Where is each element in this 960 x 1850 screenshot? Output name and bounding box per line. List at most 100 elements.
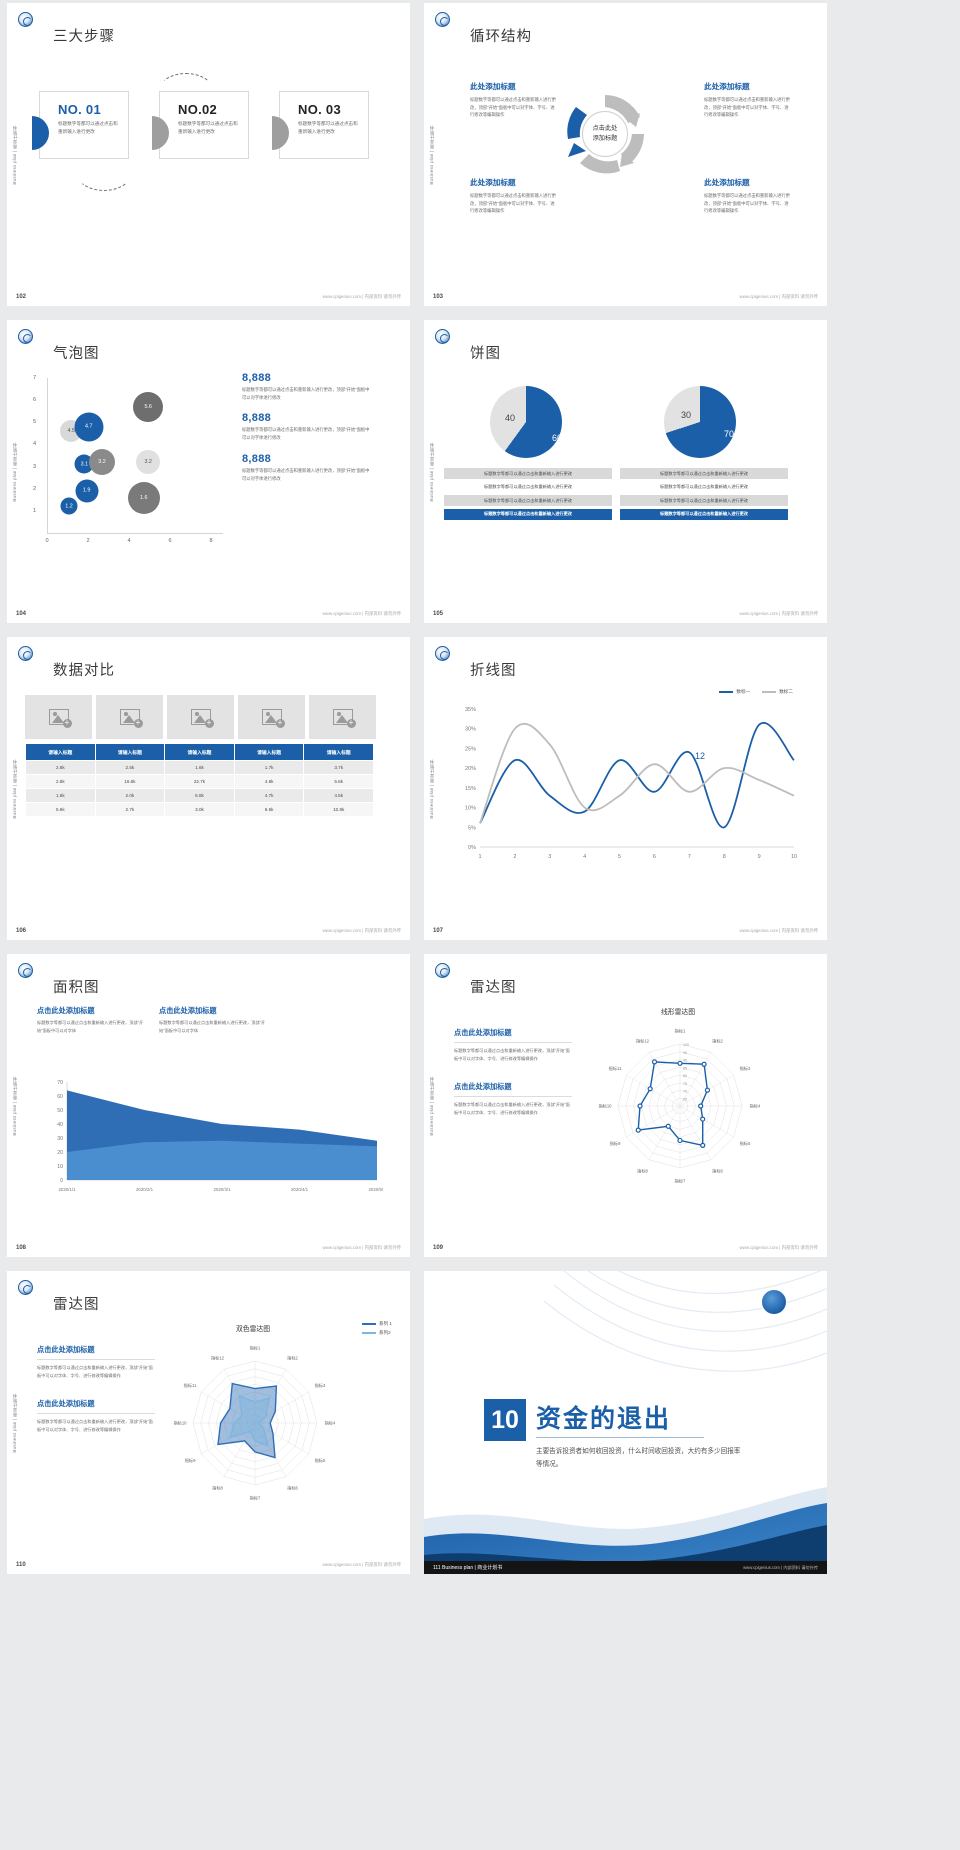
chart-label: 0 [60, 1178, 63, 1184]
slide-102[interactable]: Business plan | 商业计划书 三大步骤 NO. 01 标题数字等都… [7, 3, 410, 306]
image-placeholder-row: + + + + + [25, 695, 376, 739]
stat-1[interactable]: 8,888 标题数字等都可以通过点击和重新输入进行更改，顶部“开始”面板中可以对… [242, 372, 372, 401]
pie-2-legend-list: 标题数字等都可以通过点击和重新输入进行更改 标题数字等都可以通过点击和重新输入进… [620, 468, 788, 522]
cycle-block-4[interactable]: 此处添加标题 标题数字等都可以通过点击和重新输入进行更改，顶部“开始”面板中可以… [704, 177, 790, 215]
chart-label: 20% [465, 766, 476, 772]
y-axis [47, 378, 48, 533]
chart-label: 2020/4/1 [291, 1187, 309, 1192]
block-text: 标题数字等都可以通过点击和重新输入进行更改，顶部“开始”面板中可以对字体、字号、… [704, 97, 790, 118]
area-heading-2[interactable]: 点击此处添加标题 标题数字等都可以通过点击和重新输入进行更改，顶部“开始”面板中… [159, 1006, 271, 1034]
side-label: Business plan | 商业计划书 [12, 1392, 17, 1453]
footer-left: 111 Business plan | 商业计划书 [433, 1565, 503, 1571]
side-label: Business plan | 商业计划书 [429, 124, 434, 185]
slide-106[interactable]: Business plan | 商业计划书 数据对比 + + + + + 请输入… [7, 637, 410, 940]
table-cell: 2.0k [94, 788, 166, 803]
slide-105[interactable]: Business plan | 商业计划书 饼图 60 40 70 30 标题数… [424, 320, 827, 623]
image-add-icon: + [48, 709, 72, 728]
image-placeholder[interactable]: + [309, 695, 376, 739]
pie-1-legend-list: 标题数字等都可以通过点击和重新输入进行更改 标题数字等都可以通过点击和重新输入进… [444, 468, 612, 522]
radar-data-point [677, 1137, 683, 1144]
heading-body: 标题数字等都可以通过点击和重新输入进行更改，顶部“开始”面板中可以对字体 [37, 1020, 144, 1033]
legend-item-1[interactable]: 系列 1 [361, 1321, 392, 1327]
cycle-center-label[interactable]: 点击此处 添加标题 [582, 111, 628, 157]
side-label: Business plan | 商业计划书 [429, 1075, 434, 1136]
legend-item-2[interactable]: 数标二 [762, 689, 793, 695]
radar-category-label: 指标9 [610, 1140, 621, 1147]
legend-row[interactable]: 标题数字等都可以通过点击和重新输入进行更改 [620, 468, 788, 479]
slide-111[interactable]: 10 资金的退出 主要告诉投资者如何收回投资，什么时间收回投资，大约有多少回报率… [424, 1271, 827, 1574]
step-card-3[interactable]: NO. 03 标题数字等都可以通过点击和重新输入进行更改 [272, 91, 369, 159]
radar-ring-label: 95 [683, 1051, 687, 1055]
chart-label: 2020/1/1 [58, 1187, 76, 1192]
radar-series-系列 1 [217, 1382, 278, 1459]
footer-note: www.cpigenius.com | 内部资料 请勿外传 [739, 294, 818, 299]
legend-item-1[interactable]: 数标一 [719, 689, 750, 695]
cycle-block-3[interactable]: 此处添加标题 标题数字等都可以通过点击和重新输入进行更改，顶部“开始”面板中可以… [470, 177, 556, 215]
chart-label: 6 [653, 854, 656, 860]
slide-108[interactable]: Business plan | 商业计划书 面积图 点击此处添加标题 标题数字等… [7, 954, 410, 1257]
radar-category-label: 指标8 [212, 1484, 223, 1491]
legend-row[interactable]: 标题数字等都可以通过点击和重新输入进行更改 [620, 495, 788, 506]
legend-row[interactable]: 标题数字等都可以通过点击和重新输入进行更改 [484, 484, 572, 489]
stat-3[interactable]: 8,888 标题数字等都可以通过点击和重新输入进行更改，顶部“开始”面板中可以对… [242, 453, 372, 482]
chart-label: 2020/3/1 [213, 1187, 231, 1192]
table-cell: 4.7k [233, 788, 305, 803]
table-cell: 16.8k [94, 774, 166, 789]
legend-row[interactable]: 标题数字等都可以通过点击和重新输入进行更改 [620, 508, 788, 520]
radar-ring-label: 65 [683, 1097, 687, 1101]
heading-text[interactable]: 点击此处添加标题 [37, 1399, 155, 1415]
radar-axis [201, 1391, 256, 1424]
line-series-数标一 [479, 721, 795, 829]
circle-logo-icon [435, 963, 450, 978]
image-placeholder[interactable]: + [96, 695, 163, 739]
cycle-block-1[interactable]: 此处添加标题 标题数字等都可以通过点击和重新输入进行更改，顶部“开始”面板中可以… [470, 81, 556, 119]
chart-label: 20 [57, 1150, 63, 1156]
legend-row[interactable]: 标题数字等都可以通过点击和重新输入进行更改 [660, 484, 748, 489]
pie-1-value-60: 60 [551, 433, 563, 443]
section-number: 10 [484, 1399, 526, 1441]
slide-104[interactable]: Business plan | 商业计划书 气泡图 7 6 5 4 3 2 1 … [7, 320, 410, 623]
image-placeholder[interactable]: + [25, 695, 92, 739]
heading-text[interactable]: 点击此处添加标题 [37, 1345, 155, 1360]
radar-ring-label: 90 [683, 1059, 687, 1063]
table-cell: 3.0k [164, 802, 235, 817]
slide-107[interactable]: Business plan | 商业计划书 折线图 数标一 数标二 0% 5% 10… [424, 637, 827, 940]
stat-number: 8,888 [242, 452, 272, 465]
radar-category-label: 指标5 [315, 1457, 326, 1464]
radar-text-column: 点击此处添加标题 标题数字等都可以通过点击和重新输入进行更改，顶部“开始”面板中… [454, 1028, 572, 1136]
image-add-icon: + [332, 709, 356, 728]
table-cell: 2.8k [25, 760, 96, 775]
page-title: 循环结构 [470, 29, 532, 45]
step-text: 标题数字等都可以通过点击和重新输入进行更改 [58, 121, 118, 135]
radar-category-label: 指标1 [250, 1345, 261, 1352]
area-heading-1[interactable]: 点击此处添加标题 标题数字等都可以通过点击和重新输入进行更改，顶部“开始”面板中… [37, 1006, 149, 1034]
image-placeholder[interactable]: + [167, 695, 234, 739]
legend-row[interactable]: 标题数字等都可以通过点击和重新输入进行更改 [444, 495, 612, 506]
step-card-2[interactable]: NO.02 标题数字等都可以通过点击和重新输入进行更改 [152, 91, 249, 159]
stat-2[interactable]: 8,888 标题数字等都可以通过点击和重新输入进行更改，顶部“开始”面板中可以对… [242, 412, 372, 441]
heading-text: 点击此处添加标题 [159, 1006, 217, 1015]
cycle-block-2[interactable]: 此处添加标题 标题数字等都可以通过点击和重新输入进行更改，顶部“开始”面板中可以… [704, 81, 790, 119]
image-placeholder[interactable]: + [238, 695, 305, 739]
radar-category-label: 指标3 [315, 1382, 326, 1389]
legend-item-2[interactable]: 系列2 [361, 1330, 392, 1336]
page-number: 108 [16, 1245, 27, 1251]
radar-category-label: 指标11 [184, 1382, 197, 1389]
slide-110[interactable]: Business plan | 商业计划书 雷达图 点击此处添加标题 标题数字等… [7, 1271, 410, 1574]
heading-text[interactable]: 点击此处添加标题 [454, 1028, 572, 1043]
table-header-row: 请输入标题 请输入标题 请输入标题 请输入标题 请输入标题 [25, 743, 374, 761]
heading-text[interactable]: 点击此处添加标题 [454, 1082, 572, 1098]
page-title: 雷达图 [470, 980, 517, 996]
pie-2-value-30: 30 [680, 410, 692, 420]
side-label: Business plan | 商业计划书 [12, 441, 17, 502]
radar-category-label: 指标2 [287, 1355, 298, 1362]
legend-row[interactable]: 标题数字等都可以通过点击和重新输入进行更改 [444, 508, 612, 520]
step-number: NO. 01 [58, 102, 101, 117]
footer-note: www.cpigenius.com | 内部资料 请勿外传 [739, 1245, 818, 1250]
legend-row[interactable]: 标题数字等都可以通过点击和重新输入进行更改 [444, 468, 612, 479]
chart-label: 10 [57, 1164, 63, 1170]
page-number: 107 [433, 928, 444, 934]
step-card-1[interactable]: NO. 01 标题数字等都可以通过点击和重新输入进行更改 [32, 91, 129, 159]
slide-103[interactable]: Business plan | 商业计划书 循环结构 此处添加标题 标题数字等都… [424, 3, 827, 306]
slide-109[interactable]: Business plan | 商业计划书 雷达图 点击此处添加标题 标题数字等… [424, 954, 827, 1257]
